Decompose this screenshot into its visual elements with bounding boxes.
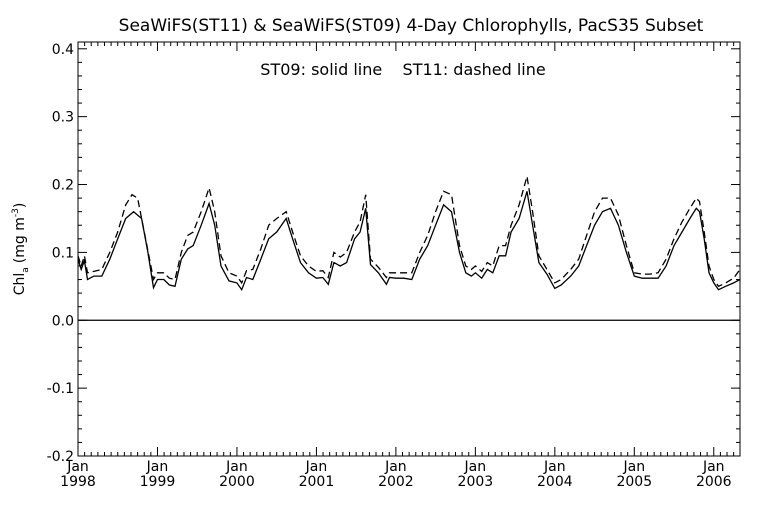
series-line-st09 [78, 191, 740, 289]
series-annotation: ST09: solid line ST11: dashed line [260, 60, 545, 79]
x-tick-month: Jan [464, 459, 487, 475]
x-tick-month: Jan [384, 459, 407, 475]
x-tick-year: 2000 [219, 474, 255, 490]
x-tick-month: Jan [623, 459, 646, 475]
x-tick-month: Jan [702, 459, 725, 475]
y-tick-label: 0.0 [52, 313, 74, 329]
y-axis-ticks: -0.2-0.10.00.10.20.30.4 [47, 42, 740, 465]
y-axis-label: Chla (mg m-3) [11, 203, 31, 296]
x-tick-month: Jan [66, 459, 89, 475]
y-label-units: (mg m [12, 217, 28, 263]
y-tick-label: 0.4 [52, 42, 74, 58]
x-tick-year: 1999 [140, 474, 176, 490]
x-tick-year: 2001 [299, 474, 335, 490]
x-tick-year: 2006 [696, 474, 732, 490]
y-tick-label: -0.1 [47, 381, 74, 397]
y-tick-label: 0.3 [52, 110, 74, 126]
y-tick-label: 0.1 [52, 245, 74, 261]
x-tick-month: Jan [146, 459, 169, 475]
x-tick-year: 1998 [60, 474, 96, 490]
y-label-sub: a [21, 267, 31, 273]
chart-title: SeaWiFS(ST11) & SeaWiFS(ST09) 4-Day Chlo… [119, 16, 704, 36]
series-line-st11 [78, 176, 740, 286]
y-tick-label: 0.2 [52, 178, 74, 194]
x-tick-month: Jan [305, 459, 328, 475]
series-lines [78, 176, 740, 289]
y-label-main: Chl [12, 273, 28, 296]
x-tick-year: 2004 [537, 474, 573, 490]
chart-canvas: SeaWiFS(ST11) & SeaWiFS(ST09) 4-Day Chlo… [0, 0, 768, 512]
x-tick-month: Jan [543, 459, 566, 475]
x-tick-year: 2005 [616, 474, 652, 490]
y-label-exp: -3 [11, 208, 21, 217]
plot-frame [78, 42, 740, 456]
y-label-close: ) [12, 203, 28, 208]
x-tick-year: 2003 [458, 474, 494, 490]
x-tick-month: Jan [225, 459, 248, 475]
x-tick-year: 2002 [378, 474, 414, 490]
